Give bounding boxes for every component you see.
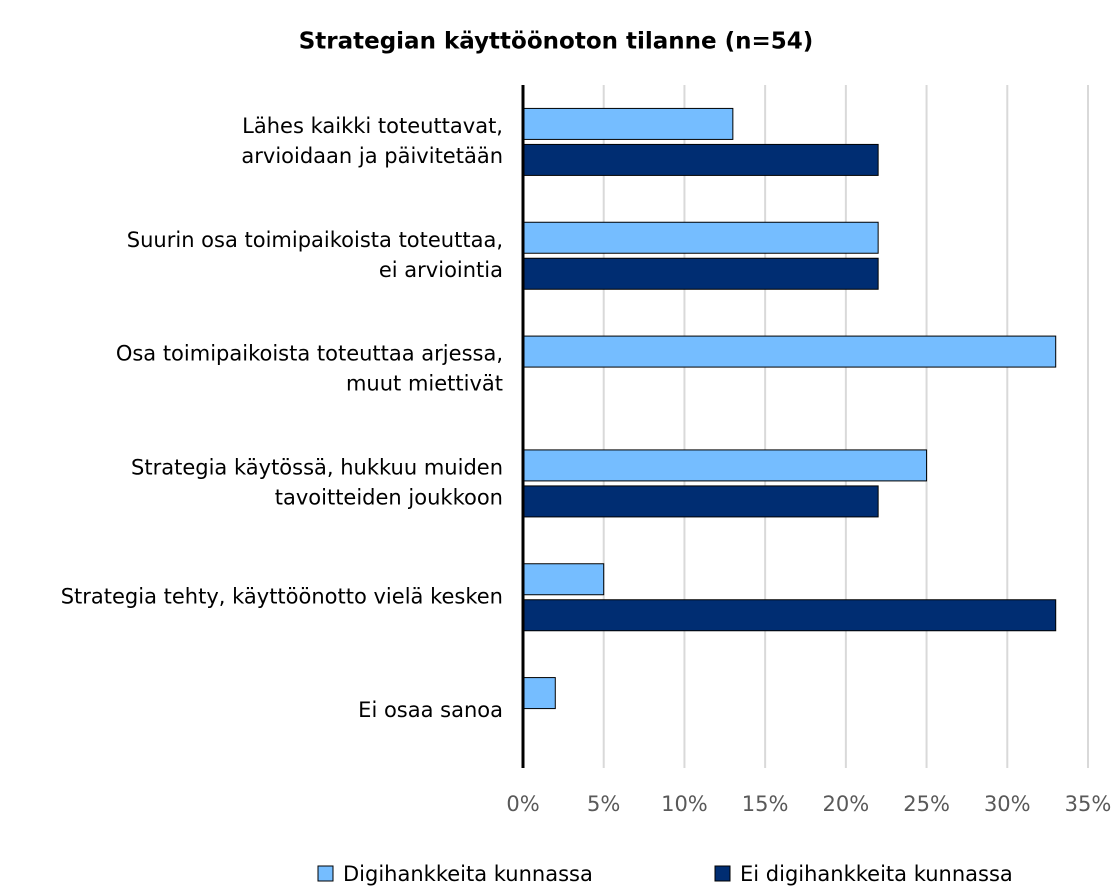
legend-label: Digihankkeita kunnassa xyxy=(343,862,593,886)
y-tick-label: Strategia tehty, käyttöönotto vielä kesk… xyxy=(61,584,503,608)
y-tick-label: ei arviointia xyxy=(379,258,503,282)
x-tick-label: 15% xyxy=(742,792,789,816)
y-tick-label: tavoitteiden joukkoon xyxy=(275,485,503,509)
bar xyxy=(522,143,879,176)
x-tick-label: 20% xyxy=(823,792,870,816)
x-tick-label: 0% xyxy=(506,792,539,816)
y-tick-label: Suurin osa toimipaikoista toteuttaa, xyxy=(127,228,503,252)
y-tick-label: Ei osaa sanoa xyxy=(358,698,503,722)
bar xyxy=(522,221,879,254)
legend-swatch xyxy=(317,865,334,882)
x-tick-label: 25% xyxy=(903,792,950,816)
y-tick-label: Strategia käytössä, hukkuu muiden xyxy=(131,455,503,479)
bar xyxy=(522,677,556,710)
bar xyxy=(522,485,879,518)
y-tick-label: arvioidaan ja päivitetään xyxy=(241,144,503,168)
bar xyxy=(522,599,1057,632)
y-tick-label: muut miettivät xyxy=(346,372,503,396)
legend-swatch xyxy=(714,865,731,882)
chart-title: Strategian käyttöönoton tilanne (n=54) xyxy=(299,29,814,55)
bar xyxy=(522,257,879,290)
x-tick-label: 5% xyxy=(587,792,620,816)
x-tick-label: 30% xyxy=(984,792,1031,816)
x-tick-label: 10% xyxy=(661,792,708,816)
y-tick-label: Lähes kaikki toteuttavat, xyxy=(242,114,503,138)
x-tick-label: 35% xyxy=(1065,792,1112,816)
bar xyxy=(522,563,605,596)
bar xyxy=(522,107,734,140)
legend-label: Ei digihankkeita kunnassa xyxy=(740,862,1013,886)
y-tick-label: Osa toimipaikoista toteuttaa arjessa, xyxy=(116,342,503,366)
bar xyxy=(522,449,928,482)
bar xyxy=(522,335,1057,368)
